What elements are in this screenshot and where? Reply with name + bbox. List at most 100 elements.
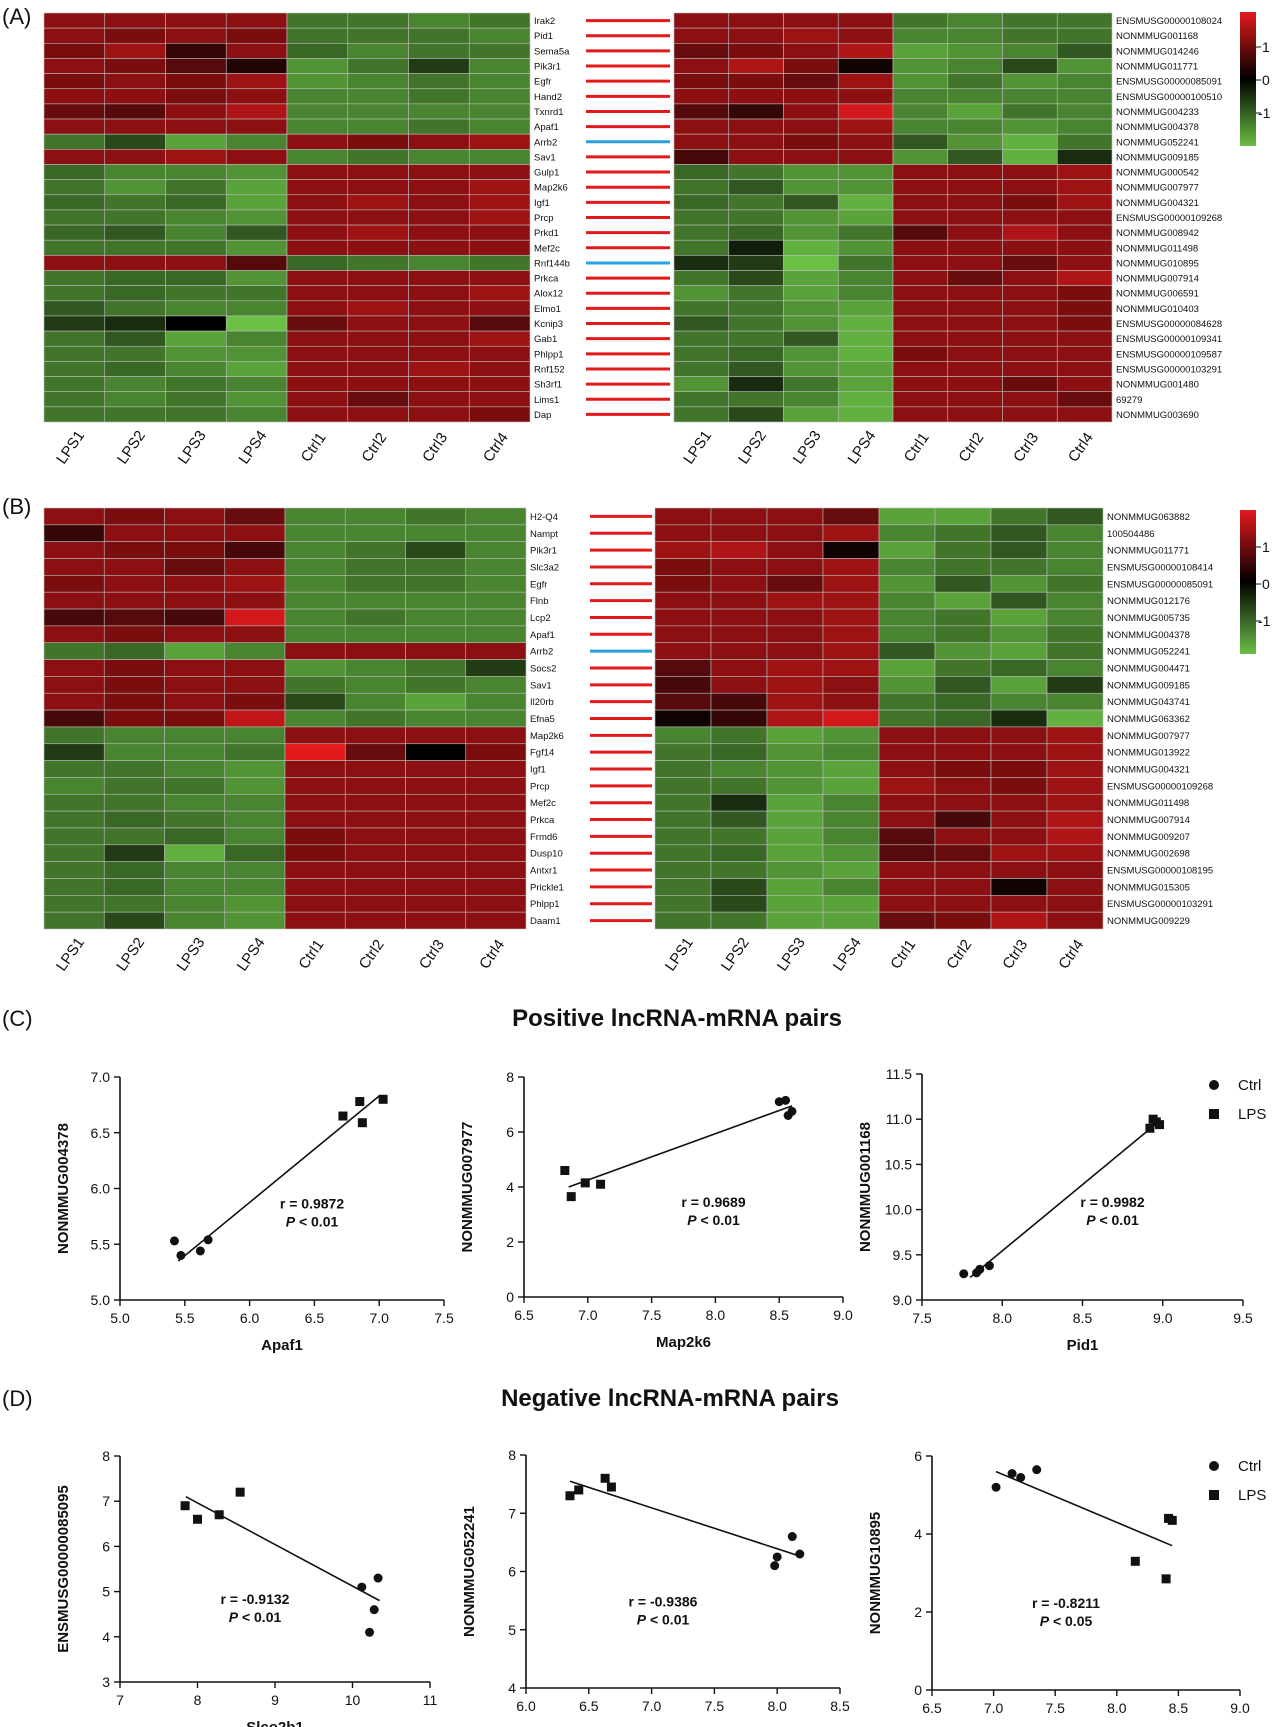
heatmap-cell (405, 507, 467, 526)
heatmap-cell (822, 591, 880, 610)
y-tick-label: 7.0 (91, 1069, 111, 1085)
heatmap-cell (766, 793, 824, 812)
colorbar-tick: 0 (1262, 576, 1270, 592)
heatmap-cell (837, 270, 894, 286)
mrna-row-label: Kcnip3 (534, 319, 563, 330)
sample-label: Ctrl3 (1010, 430, 1042, 466)
sample-label: Ctrl2 (356, 937, 388, 973)
ctrl-point (203, 1235, 213, 1245)
heatmap-cell (286, 103, 349, 120)
panel-label-a: (A) (2, 4, 31, 29)
heatmap-cell (892, 179, 949, 196)
heatmap-cell (286, 149, 349, 165)
mrna-row-label: Phlpp1 (534, 349, 564, 360)
heatmap-cell (1056, 179, 1113, 196)
heatmap-cell (892, 133, 949, 150)
heatmap-cell (284, 676, 346, 694)
sample-label: LPS3 (774, 935, 809, 975)
y-tick-label: 6 (506, 1124, 514, 1140)
heatmap-cell (224, 895, 286, 913)
heatmap-cell (878, 810, 936, 829)
heatmap-cell (990, 760, 1048, 778)
heatmap-cell (947, 103, 1003, 120)
heatmap-cell (347, 315, 409, 332)
heatmap-cell (164, 743, 226, 761)
heatmap-cell (1002, 27, 1058, 44)
heatmap-cell (990, 676, 1048, 694)
mrna-row-label: Sav1 (534, 152, 556, 163)
heatmap-cell (766, 810, 824, 829)
heatmap-cell (673, 149, 730, 165)
heatmap-cell (673, 361, 730, 377)
heatmap-cell (165, 300, 227, 317)
heatmap-cell (934, 591, 992, 610)
heatmap-cell (43, 911, 105, 930)
mrna-row-label: Lims1 (534, 395, 559, 406)
heatmap-cell (878, 777, 936, 795)
y-tick-label: 4 (914, 1526, 922, 1542)
heatmap-cell (286, 300, 349, 317)
heatmap-cell (654, 911, 712, 930)
lncrna-row-label: ENSMUSG00000085091 (1107, 579, 1213, 590)
heatmap-cell (710, 895, 768, 913)
sample-label: LPS3 (173, 935, 208, 975)
heatmap-cell (225, 88, 288, 105)
heatmap-cell (224, 625, 286, 644)
x-tick-label: 6.5 (922, 1700, 942, 1716)
heatmap-cell (892, 255, 949, 271)
heatmap-cell (878, 844, 936, 862)
colorbar-tick: 1 (1262, 539, 1270, 555)
heatmap-cell (465, 777, 527, 795)
heatmap-cell (408, 406, 470, 423)
x-tick-label: 9.0 (1230, 1700, 1250, 1716)
heatmap-cell (104, 270, 166, 286)
y-tick-label: 6 (102, 1538, 110, 1554)
heatmap-cell (947, 118, 1003, 135)
heatmap-cell (344, 659, 406, 677)
heatmap-cell (43, 391, 106, 408)
heatmap-cell (1046, 827, 1104, 846)
heatmap-cell (408, 103, 470, 120)
heatmap-cell (934, 895, 992, 913)
heatmap-cell (990, 541, 1048, 559)
heatmap-cell (710, 524, 768, 542)
heatmap-cell (837, 88, 894, 105)
heatmap-cell (104, 255, 166, 271)
sample-label: Ctrl2 (955, 430, 987, 466)
heatmap-b-lncrna: NONMMUG063882 100504486 NONMMUG011771 ENSMU… (654, 507, 1213, 975)
mrna-row-label: Sav1 (530, 680, 552, 691)
ctrl-point (991, 1482, 1001, 1492)
mrna-row-label: Frmd6 (530, 832, 557, 843)
heatmap-cell (673, 300, 730, 317)
heatmap-cell (103, 844, 165, 862)
pair-connectors-b (590, 514, 652, 923)
heatmap-cell (783, 27, 839, 44)
lncrna-row-label: NONMMUG004233 (1116, 107, 1199, 118)
x-tick-label: 8.0 (767, 1698, 787, 1714)
heatmap-cell (990, 777, 1048, 795)
heatmap-cell (468, 270, 531, 286)
heatmap-cell (892, 164, 949, 180)
heatmap-cell (103, 541, 165, 559)
heatmap-cell (673, 133, 730, 150)
heatmap-cell (892, 194, 949, 211)
heatmap-cell (225, 224, 288, 241)
heatmap-cell (103, 659, 165, 677)
heatmap-cell (1056, 330, 1113, 347)
heatmap-cell (225, 27, 288, 44)
heatmap-cell (225, 270, 288, 286)
lncrna-row-label: NONMMUG052241 (1116, 137, 1199, 148)
heatmap-cell (822, 659, 880, 677)
heatmap-cell (947, 12, 1003, 29)
lncrna-row-label: NONMMUG014246 (1116, 46, 1199, 57)
x-tick-label: 7.5 (434, 1310, 454, 1326)
heatmap-cell (408, 300, 470, 317)
heatmap-cell (43, 558, 105, 576)
heatmap-cell (1046, 878, 1104, 896)
heatmap-cell (408, 149, 470, 165)
heatmap-cell (465, 659, 527, 677)
heatmap-cell (103, 575, 165, 593)
x-tick-label: 10 (345, 1692, 361, 1708)
heatmap-cell (225, 315, 288, 332)
heatmap-cell (104, 118, 166, 135)
